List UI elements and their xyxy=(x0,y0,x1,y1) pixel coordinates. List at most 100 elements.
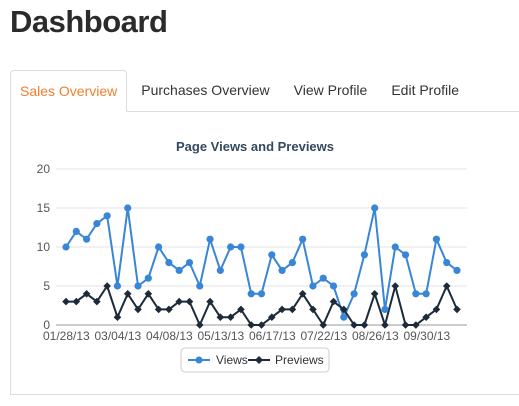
data-point-previews[interactable] xyxy=(103,282,111,290)
data-point-previews[interactable] xyxy=(144,290,153,298)
data-point-previews[interactable] xyxy=(401,321,410,329)
data-point-previews[interactable] xyxy=(453,305,461,314)
y-tick-label: 15 xyxy=(37,201,51,215)
data-point-previews[interactable] xyxy=(185,297,194,306)
data-point-previews[interactable] xyxy=(288,305,297,314)
data-point-previews[interactable] xyxy=(62,297,70,306)
data-point-views[interactable] xyxy=(103,212,111,220)
data-point-views[interactable] xyxy=(340,313,348,321)
data-point-views[interactable] xyxy=(216,266,224,274)
data-point-previews[interactable] xyxy=(350,321,358,329)
data-point-previews[interactable] xyxy=(82,290,91,298)
data-point-previews[interactable] xyxy=(278,305,286,314)
x-axis: 01/28/13 03/04/13 04/08/13 05/13/13 06/17/13… xyxy=(43,329,451,343)
chart-title: Page Views and Previews xyxy=(176,139,334,154)
data-point-previews[interactable] xyxy=(226,313,235,321)
data-point-views[interactable] xyxy=(227,243,235,251)
data-point-previews[interactable] xyxy=(370,290,379,298)
data-point-views[interactable] xyxy=(72,227,80,235)
y-tick-label: 20 xyxy=(37,162,51,176)
data-point-previews[interactable] xyxy=(175,297,183,306)
data-point-views[interactable] xyxy=(309,282,317,290)
data-point-previews[interactable] xyxy=(267,313,276,321)
data-point-views[interactable] xyxy=(82,235,91,243)
data-point-views[interactable] xyxy=(124,204,132,212)
data-point-views[interactable] xyxy=(257,290,266,298)
data-point-previews[interactable] xyxy=(422,313,430,321)
tab-purchases-overview[interactable]: Purchases Overview xyxy=(141,82,270,98)
data-point-views[interactable] xyxy=(278,266,286,274)
data-point-previews[interactable] xyxy=(309,305,317,314)
data-point-views[interactable] xyxy=(443,259,451,267)
data-point-previews[interactable] xyxy=(134,305,142,314)
data-point-previews[interactable] xyxy=(360,321,369,329)
data-point-previews[interactable] xyxy=(72,297,81,306)
y-tick-label: 5 xyxy=(43,279,50,293)
data-point-views[interactable] xyxy=(299,235,307,243)
data-point-previews[interactable] xyxy=(123,290,132,298)
data-point-previews[interactable] xyxy=(93,297,101,306)
tab-sales-overview[interactable]: Sales Overview xyxy=(10,70,128,112)
data-point-views[interactable] xyxy=(371,204,379,212)
data-point-views[interactable] xyxy=(391,243,399,251)
data-point-previews[interactable] xyxy=(298,290,307,298)
data-point-previews[interactable] xyxy=(154,305,163,314)
tab-view-profile[interactable]: View Profile xyxy=(293,82,368,98)
data-point-views[interactable] xyxy=(185,259,194,267)
data-point-views[interactable] xyxy=(381,305,389,313)
data-point-previews[interactable] xyxy=(432,305,441,314)
data-point-previews[interactable] xyxy=(257,321,266,329)
data-point-views[interactable] xyxy=(247,290,255,298)
data-point-views[interactable] xyxy=(350,290,358,298)
data-point-previews[interactable] xyxy=(381,321,389,329)
data-point-previews[interactable] xyxy=(319,321,328,329)
x-tick-label: 08/26/13 xyxy=(352,329,399,343)
x-tick-label: 01/28/13 xyxy=(43,329,90,343)
x-tick-label: 05/13/13 xyxy=(198,329,245,343)
x-tick-label: 06/17/13 xyxy=(249,329,296,343)
data-point-views[interactable] xyxy=(175,266,183,274)
data-point-previews[interactable] xyxy=(206,297,214,306)
data-point-previews[interactable] xyxy=(442,282,451,290)
page-title: Dashboard xyxy=(10,4,168,39)
data-point-views[interactable] xyxy=(422,290,430,298)
data-point-previews[interactable] xyxy=(329,297,338,306)
data-point-previews[interactable] xyxy=(340,305,348,314)
data-point-previews[interactable] xyxy=(216,313,225,321)
data-point-views[interactable] xyxy=(412,290,420,298)
data-point-views[interactable] xyxy=(268,251,276,259)
data-point-views[interactable] xyxy=(62,243,70,251)
data-point-views[interactable] xyxy=(329,282,338,290)
legend-views-marker xyxy=(195,356,203,364)
data-point-previews[interactable] xyxy=(412,321,420,329)
data-point-views[interactable] xyxy=(134,282,142,290)
data-point-views[interactable] xyxy=(401,251,410,259)
data-point-views[interactable] xyxy=(113,282,122,290)
data-point-views[interactable] xyxy=(360,251,368,259)
data-point-views[interactable] xyxy=(93,220,101,228)
data-point-views[interactable] xyxy=(319,274,327,282)
data-point-views[interactable] xyxy=(196,282,204,290)
data-point-previews[interactable] xyxy=(113,313,122,321)
tab-edit-profile[interactable]: Edit Profile xyxy=(391,82,460,98)
chart-grid xyxy=(56,168,467,326)
data-point-views[interactable] xyxy=(155,243,163,251)
data-point-previews[interactable] xyxy=(391,282,400,290)
x-tick-label: 03/04/13 xyxy=(95,329,142,343)
data-point-views[interactable] xyxy=(432,235,441,243)
data-point-views[interactable] xyxy=(237,243,245,251)
data-point-previews[interactable] xyxy=(195,321,204,329)
x-tick-label: 09/30/13 xyxy=(404,329,451,343)
page-views-chart: Page Views and Previews 0 5 10 15 20 01/28/1… xyxy=(37,139,467,373)
legend-item-views[interactable]: Views xyxy=(188,353,248,367)
chart-legend[interactable]: Views Previews xyxy=(180,347,330,373)
data-point-views[interactable] xyxy=(206,235,214,243)
data-point-previews[interactable] xyxy=(165,305,173,314)
data-point-views[interactable] xyxy=(165,259,173,267)
data-point-previews[interactable] xyxy=(247,321,256,329)
data-point-views[interactable] xyxy=(453,266,461,274)
data-point-views[interactable] xyxy=(144,274,152,282)
data-point-previews[interactable] xyxy=(237,305,245,314)
legend-item-previews[interactable]: Previews xyxy=(248,353,324,367)
data-point-views[interactable] xyxy=(288,259,296,267)
